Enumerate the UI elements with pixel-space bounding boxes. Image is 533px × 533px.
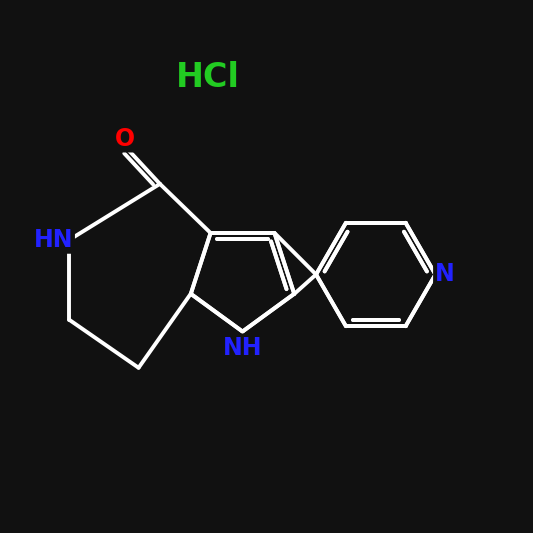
Text: NH: NH (223, 336, 262, 361)
Text: HN: HN (34, 228, 73, 252)
Text: NH: NH (223, 335, 262, 360)
Text: O: O (115, 126, 135, 151)
Text: HCl: HCl (176, 61, 240, 94)
Text: N: N (435, 262, 455, 287)
Text: N: N (435, 262, 455, 287)
